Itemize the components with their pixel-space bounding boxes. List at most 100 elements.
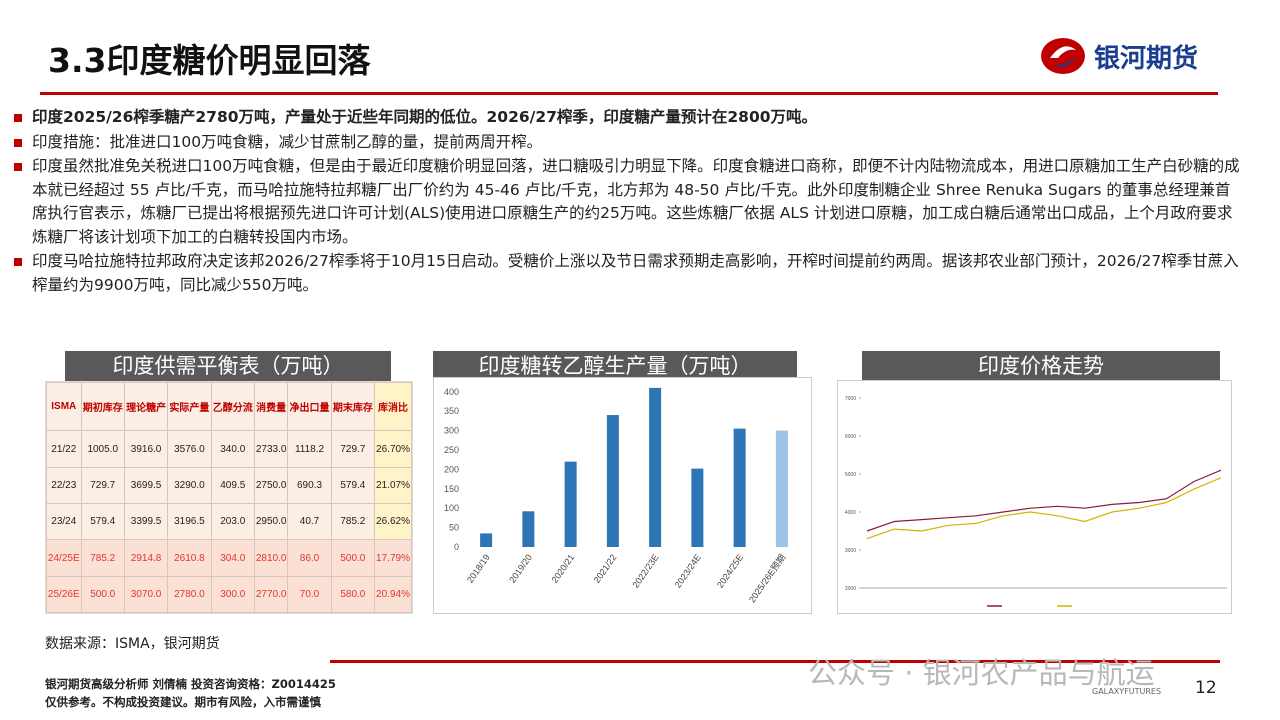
table-cell: 729.7 (330, 430, 376, 468)
table-cell: 理论糖产 (123, 381, 169, 432)
table-cell: 3916.0 (123, 430, 169, 468)
y-tick-label: 50 (449, 523, 459, 533)
table-row: 21/22 1005.0 3916.0 3576.0 340.0 2733.0 1118.2… (46, 430, 412, 468)
table-cell: 2733.0 (253, 430, 289, 468)
y-tick-label: 200 (444, 464, 459, 474)
table-cell: 21/22 (46, 430, 82, 468)
bullet: 印度2025/26榨季糖产2780万吨，产量处于近些年同期的低位。2026/27… (12, 106, 1242, 130)
table-cell: 579.4 (330, 466, 376, 505)
watermark: 公众号 · 银河农产品与航运 (808, 656, 1155, 690)
bullet: 印度措施：批准进口100万吨食糖，减少甘蔗制乙醇的量，提前两周开榨。 (12, 131, 1242, 155)
table-cell: 24/25E (46, 539, 82, 577)
table-cell: 乙醇分流 (210, 381, 255, 432)
table-cell: 500.0 (330, 539, 376, 577)
table-cell: 729.7 (80, 466, 125, 505)
bullet: 印度虽然批准免关税进口100万吨食糖，但是由于最近印度糖价明显回落，进口糖吸引力… (12, 155, 1242, 249)
table-cell: 26.70% (374, 430, 412, 468)
chart-frame (837, 380, 1232, 614)
table-cell: 3699.5 (123, 466, 169, 505)
table-cell: 库消比 (374, 381, 412, 432)
table-cell: 3399.5 (123, 503, 169, 541)
table-cell: 2810.0 (253, 539, 289, 577)
table-cell: 26.62% (374, 503, 412, 541)
table-cell: 1118.2 (287, 430, 332, 468)
table-cell: 2750.0 (253, 466, 289, 505)
bar (564, 461, 577, 547)
table-cell: 2770.0 (253, 575, 289, 614)
table-cell: 23/24 (46, 503, 82, 541)
panel-title: 印度价格走势 (862, 351, 1220, 381)
bar (522, 511, 535, 547)
panel-title: 印度供需平衡表（万吨） (65, 351, 391, 381)
table-cell: 3070.0 (123, 575, 169, 614)
y-tick-label: 5000 (845, 472, 856, 478)
divider (330, 660, 1220, 663)
table-cell: 消费量 (253, 381, 289, 432)
logo-text: 银河期货 (1094, 43, 1199, 74)
table-row: 25/26E 500.0 3070.0 2780.0 300.0 2770.0 70.0 58… (46, 575, 412, 614)
y-tick-label: 4000 (845, 510, 856, 516)
page-number: 12 (1195, 678, 1217, 698)
table-cell: 2914.8 (123, 539, 169, 577)
table-cell: 203.0 (210, 503, 255, 541)
table-row: 24/25E 785.2 2914.8 2610.8 304.0 2810.0 86.0 50… (46, 539, 412, 577)
y-tick-label: 3000 (845, 548, 856, 554)
price-line (866, 477, 1222, 540)
logo-icon (1041, 38, 1085, 74)
y-tick-label: 250 (444, 445, 459, 455)
y-tick-label: 0 (454, 542, 459, 552)
panel-title: 印度糖转乙醇生产量（万吨） (433, 351, 797, 381)
chart-frame (433, 377, 812, 614)
y-tick-label: 100 (444, 503, 459, 513)
table-cell: 340.0 (210, 430, 255, 468)
table-cell: 785.2 (330, 503, 376, 541)
bullet: 印度马哈拉施特拉邦政府决定该邦2026/27榨季将于10月15日启动。受糖价上涨… (12, 250, 1242, 297)
bar (775, 430, 788, 547)
bar (691, 468, 704, 547)
table-cell: 300.0 (210, 575, 255, 614)
line-chart: 2000 3000 4000 5000 6000 7000 (837, 380, 1232, 614)
table-cell: 17.79% (374, 539, 412, 577)
bar (733, 428, 746, 547)
logo: 银河期货 (1040, 36, 1198, 76)
table-cell: 20.94% (374, 575, 412, 614)
footer: 银河期货高级分析师 刘倩楠 投资咨询资格：Z0014425 仅供参考。不构成投资… (45, 675, 336, 711)
table-cell: 2610.8 (167, 539, 212, 577)
table-cell: 500.0 (80, 575, 125, 614)
y-tick-label: 150 (444, 484, 459, 494)
y-tick-label: 400 (444, 387, 459, 397)
table-cell: 21.07% (374, 466, 412, 505)
table-cell: 304.0 (210, 539, 255, 577)
bullet-list: 印度2025/26榨季糖产2780万吨，产量处于近些年同期的低位。2026/27… (12, 106, 1242, 298)
table-row: ISMA 期初库存 理论糖产 实际产量 乙醇分流 消费量 净出口量 期末库存 库消比 (46, 381, 412, 432)
price-line (866, 469, 1222, 532)
table-cell: 期初库存 (80, 381, 125, 432)
y-tick-label: 7000 (845, 396, 856, 402)
slide-title: 3.3印度糖价明显回落 (48, 41, 371, 80)
y-tick-label: 300 (444, 426, 459, 436)
table-cell: 2780.0 (167, 575, 212, 614)
source: 数据来源：ISMA，银河期货 (45, 636, 220, 652)
divider (40, 92, 1218, 95)
y-tick-label: 350 (444, 406, 459, 416)
table: ISMA 期初库存 理论糖产 实际产量 乙醇分流 消费量 净出口量 期末库存 库消比 21/22 1… (46, 381, 412, 614)
table-cell: 3290.0 (167, 466, 212, 505)
table-row: 23/24 579.4 3399.5 3196.5 203.0 2950.0 40.7 785… (46, 503, 412, 541)
table-cell: 期末库存 (330, 381, 376, 432)
table-cell: 2950.0 (253, 503, 289, 541)
table-row: 22/23 729.7 3699.5 3290.0 409.5 2750.0 690.3 57… (46, 466, 412, 505)
table-box: ISMA 期初库存 理论糖产 实际产量 乙醇分流 消费量 净出口量 期末库存 库消比 21/22 1… (45, 381, 413, 614)
table-cell: 3576.0 (167, 430, 212, 468)
y-tick-label: 2000 (845, 586, 856, 592)
table-cell: 实际产量 (167, 381, 212, 432)
table-cell: 3196.5 (167, 503, 212, 541)
table-cell: 70.0 (287, 575, 332, 614)
bar (606, 415, 619, 547)
table-cell: 579.4 (80, 503, 125, 541)
table-cell: 40.7 (287, 503, 332, 541)
table-cell: 580.0 (330, 575, 376, 614)
table-cell: 86.0 (287, 539, 332, 577)
bar (480, 533, 493, 547)
disclaimer: 仅供参考。不构成投资建议。期市有风险，入市需谨慎 (45, 695, 321, 709)
